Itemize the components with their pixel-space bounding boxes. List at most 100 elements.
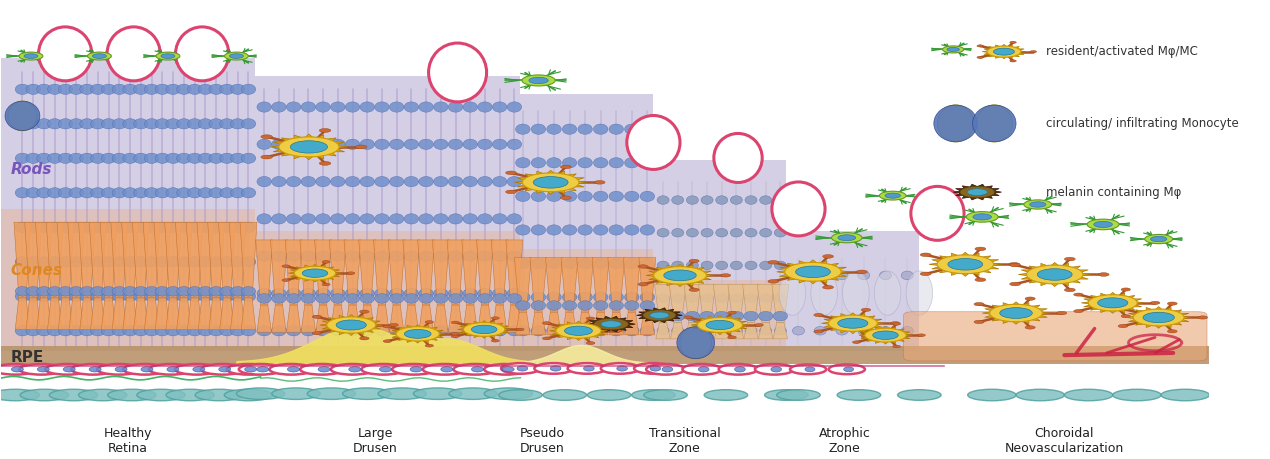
Ellipse shape <box>1121 288 1130 291</box>
Ellipse shape <box>627 116 679 169</box>
Ellipse shape <box>478 214 493 224</box>
Ellipse shape <box>657 196 669 204</box>
Ellipse shape <box>563 325 577 336</box>
Ellipse shape <box>359 251 375 261</box>
Ellipse shape <box>257 367 269 372</box>
Ellipse shape <box>345 214 359 224</box>
Ellipse shape <box>359 310 370 313</box>
Ellipse shape <box>392 364 436 375</box>
Ellipse shape <box>768 280 779 283</box>
Ellipse shape <box>716 294 728 302</box>
Polygon shape <box>271 134 348 160</box>
Ellipse shape <box>307 388 356 399</box>
Ellipse shape <box>188 153 202 163</box>
Polygon shape <box>547 312 561 335</box>
Ellipse shape <box>610 292 624 302</box>
Polygon shape <box>208 222 225 298</box>
Ellipse shape <box>517 366 528 371</box>
Ellipse shape <box>133 84 149 95</box>
Polygon shape <box>578 312 592 335</box>
Ellipse shape <box>145 257 159 267</box>
Ellipse shape <box>230 257 245 267</box>
Ellipse shape <box>210 222 224 232</box>
Ellipse shape <box>64 367 75 372</box>
Ellipse shape <box>58 291 72 302</box>
Ellipse shape <box>716 229 728 237</box>
Polygon shape <box>822 313 884 334</box>
Ellipse shape <box>47 222 62 232</box>
Ellipse shape <box>792 271 804 280</box>
Ellipse shape <box>563 258 577 269</box>
Ellipse shape <box>198 84 212 95</box>
Ellipse shape <box>879 271 892 280</box>
Ellipse shape <box>419 214 433 224</box>
Ellipse shape <box>220 118 234 129</box>
Ellipse shape <box>177 188 192 198</box>
Ellipse shape <box>218 367 231 372</box>
Ellipse shape <box>89 367 102 372</box>
Ellipse shape <box>768 261 779 264</box>
Polygon shape <box>188 298 202 330</box>
Ellipse shape <box>522 173 579 192</box>
Ellipse shape <box>145 118 159 129</box>
Ellipse shape <box>568 363 606 374</box>
Ellipse shape <box>345 294 359 303</box>
Polygon shape <box>1081 292 1144 313</box>
Ellipse shape <box>419 139 433 150</box>
Ellipse shape <box>301 139 316 150</box>
Ellipse shape <box>814 330 823 333</box>
Ellipse shape <box>188 222 202 232</box>
Ellipse shape <box>974 302 984 306</box>
Ellipse shape <box>516 328 525 331</box>
Ellipse shape <box>701 294 712 302</box>
Ellipse shape <box>640 258 654 269</box>
Ellipse shape <box>390 176 404 187</box>
Ellipse shape <box>662 367 673 372</box>
Ellipse shape <box>316 214 330 224</box>
Ellipse shape <box>563 301 577 310</box>
Polygon shape <box>715 323 729 339</box>
Polygon shape <box>507 305 522 332</box>
Polygon shape <box>546 257 563 312</box>
Ellipse shape <box>286 176 301 187</box>
Ellipse shape <box>15 84 29 95</box>
Ellipse shape <box>230 222 245 232</box>
Ellipse shape <box>145 188 159 198</box>
Ellipse shape <box>123 325 137 336</box>
Ellipse shape <box>316 102 330 112</box>
Ellipse shape <box>102 118 116 129</box>
Ellipse shape <box>933 105 978 142</box>
Ellipse shape <box>301 251 316 261</box>
Ellipse shape <box>69 188 84 198</box>
Ellipse shape <box>166 389 215 401</box>
Ellipse shape <box>583 366 594 371</box>
Ellipse shape <box>37 222 51 232</box>
Ellipse shape <box>671 311 685 321</box>
Ellipse shape <box>102 222 116 232</box>
Ellipse shape <box>123 222 137 232</box>
Ellipse shape <box>58 325 72 336</box>
Ellipse shape <box>531 124 546 134</box>
Ellipse shape <box>378 388 427 399</box>
Ellipse shape <box>145 84 159 95</box>
Ellipse shape <box>989 304 1043 322</box>
Ellipse shape <box>890 322 900 325</box>
Ellipse shape <box>90 118 105 129</box>
Ellipse shape <box>166 222 180 232</box>
Ellipse shape <box>775 326 786 335</box>
Ellipse shape <box>861 308 871 311</box>
Ellipse shape <box>842 271 869 315</box>
Ellipse shape <box>210 153 224 163</box>
Polygon shape <box>491 240 508 305</box>
Ellipse shape <box>107 27 160 81</box>
Ellipse shape <box>241 118 255 129</box>
Ellipse shape <box>133 286 149 296</box>
Ellipse shape <box>775 196 786 204</box>
Ellipse shape <box>578 258 592 269</box>
Ellipse shape <box>547 157 561 168</box>
Ellipse shape <box>1057 311 1067 315</box>
Ellipse shape <box>644 390 687 400</box>
Ellipse shape <box>37 257 51 267</box>
Ellipse shape <box>123 84 137 95</box>
Ellipse shape <box>547 325 561 336</box>
